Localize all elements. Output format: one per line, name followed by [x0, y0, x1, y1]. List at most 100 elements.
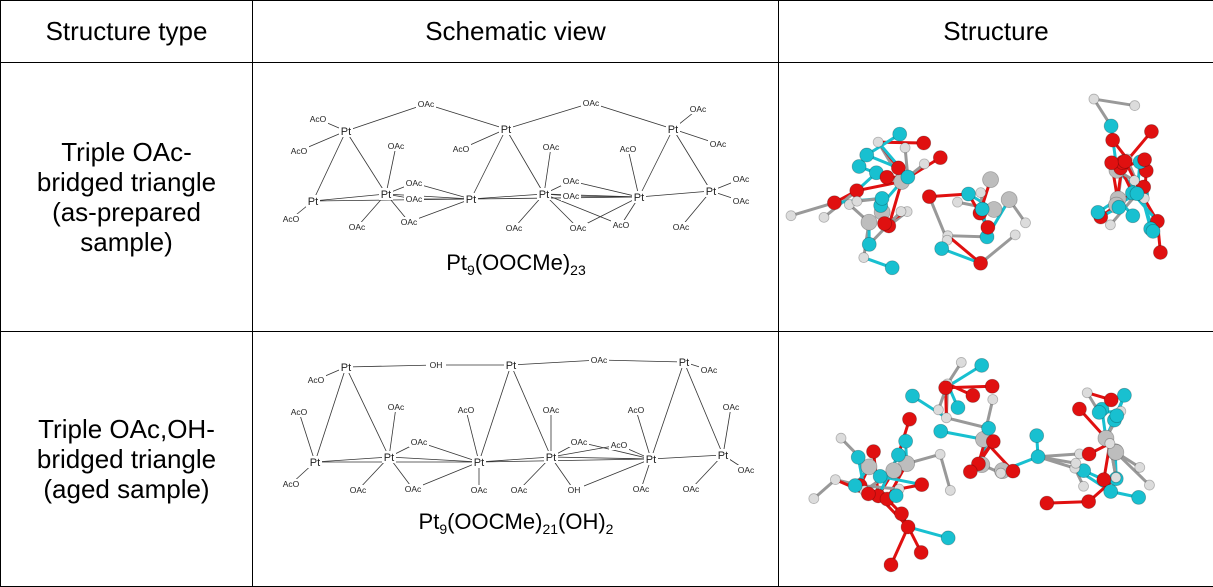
mol-atom — [1130, 187, 1144, 201]
bond — [628, 149, 639, 197]
mol-atom — [917, 136, 931, 150]
mol-atom — [1118, 154, 1132, 168]
atom-label: Pt — [539, 189, 549, 201]
ligand-label: OAc — [723, 402, 740, 412]
mol-atom — [859, 253, 869, 263]
mol-atom — [903, 412, 917, 426]
bond — [673, 129, 711, 191]
mol-atom — [1138, 153, 1152, 167]
bond — [651, 362, 684, 459]
structure-table: Structure type Schematic view Structure … — [0, 0, 1213, 587]
mol-atom — [988, 394, 998, 404]
mol-atom — [975, 202, 989, 216]
mol-bond — [1094, 99, 1135, 106]
mol-atom — [1092, 405, 1106, 419]
ligand-label: OAc — [701, 365, 718, 375]
formula-part: (OOCMe) — [475, 250, 570, 275]
atom-label: Pt — [384, 452, 394, 464]
mol-atom — [983, 172, 999, 188]
mol-atom — [905, 389, 919, 403]
ligand-label: OAc — [411, 437, 428, 447]
atom-label: Pt — [341, 362, 351, 374]
formula-part: Pt — [446, 250, 467, 275]
atom-label: Pt — [474, 457, 484, 469]
formula-part: 9 — [467, 262, 475, 278]
mol-atom — [986, 435, 1000, 449]
bond — [346, 131, 386, 194]
bond — [315, 457, 389, 462]
mol-atom — [1079, 481, 1089, 491]
bond — [544, 147, 551, 194]
ligand-label: OH — [568, 485, 581, 495]
mol-atom — [961, 187, 975, 201]
ligand-label: OAc — [405, 484, 422, 494]
bond — [639, 129, 673, 197]
mol-atom — [1112, 200, 1126, 214]
bond — [636, 410, 651, 459]
formula-part: Pt — [419, 509, 440, 534]
bond — [346, 365, 436, 367]
mol-atom — [956, 357, 966, 367]
mol-atom — [1020, 218, 1030, 228]
mol-atom — [1129, 176, 1139, 186]
mol-atom — [873, 469, 887, 483]
ligand-label: OAc — [388, 141, 405, 151]
ligand-label: OAc — [738, 465, 755, 475]
ligand-label: AcO — [291, 407, 308, 417]
mol-atom — [1040, 496, 1054, 510]
atom-label: Pt — [706, 186, 716, 198]
mol-atom — [941, 413, 951, 423]
ligand-label: OAc — [349, 222, 366, 232]
ligand-label: OAc — [418, 99, 435, 109]
mol-atom — [985, 379, 999, 393]
ligand-label: OAc — [543, 142, 560, 152]
mol-atom — [1071, 458, 1081, 468]
mol-atom — [1105, 220, 1115, 230]
ligand-label: AcO — [613, 220, 630, 230]
bond — [571, 196, 639, 197]
ligand-label: OAc — [350, 485, 367, 495]
ligand-label: AcO — [291, 146, 308, 156]
mol-atom — [861, 214, 877, 230]
ligand-label: OAc — [733, 174, 750, 184]
atom-label: Pt — [341, 126, 351, 138]
mol-atom — [889, 489, 903, 503]
bond — [346, 367, 389, 457]
mol-atom — [860, 148, 874, 162]
ligand-label: OAc — [733, 196, 750, 206]
mol-atom — [861, 487, 875, 501]
atom-label: Pt — [668, 124, 678, 136]
bond — [506, 129, 544, 194]
mol-atom — [934, 424, 948, 438]
mol-atom — [1110, 409, 1124, 423]
mol-bond — [940, 454, 950, 490]
bond — [723, 407, 731, 455]
atom-label: Pt — [506, 360, 516, 372]
structure-cell — [779, 332, 1213, 587]
mol-atom — [1104, 485, 1118, 499]
bond — [313, 131, 346, 201]
ligand-label: OAc — [673, 222, 690, 232]
mol-atom — [1104, 393, 1118, 407]
molecule-render — [779, 332, 1213, 586]
mol-atom — [1104, 119, 1118, 133]
bond — [551, 457, 651, 459]
atom-label: Pt — [679, 357, 689, 369]
mol-atom — [1031, 450, 1045, 464]
mol-atom — [974, 256, 988, 270]
ligand-label: OAc — [633, 484, 650, 494]
mol-atom — [1089, 94, 1099, 104]
bond — [506, 103, 591, 129]
mol-atom — [848, 479, 862, 493]
bond — [386, 146, 396, 194]
type-line: (as-prepared — [1, 197, 252, 227]
ligand-label: OAc — [511, 485, 528, 495]
mol-atom — [884, 558, 898, 572]
mol-atom — [919, 159, 929, 169]
type-line: bridged triangle — [1, 444, 252, 474]
atom-label: Pt — [646, 454, 656, 466]
mol-atom — [862, 237, 876, 251]
ligand-label: OAc — [401, 217, 418, 227]
